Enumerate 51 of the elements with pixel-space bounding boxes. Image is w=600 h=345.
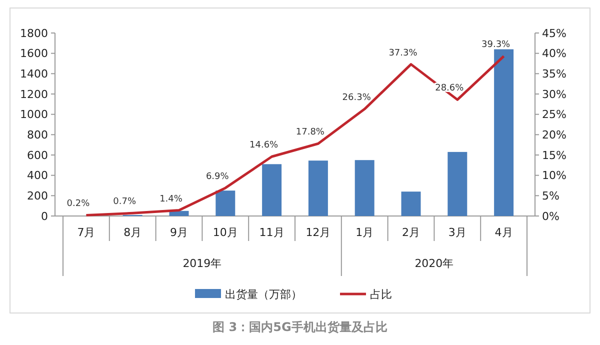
y2-tick-label: 30% (542, 88, 566, 101)
y-tick-label: 0 (41, 210, 48, 223)
text: 2019年 (182, 257, 222, 270)
y-tick-label: 1200 (20, 88, 48, 101)
y2-tick-label: 15% (542, 148, 566, 162)
bar (354, 160, 374, 216)
caption: 图 3：国内5G手机出货量及占比 (212, 320, 388, 334)
legend-label: 占比 (370, 288, 392, 301)
data-label: 0.2% (66, 199, 90, 210)
y-tick-label: 1800 (20, 26, 48, 40)
bar (448, 152, 468, 216)
y-tick-label: 800 (27, 128, 48, 142)
x-tick-label: 12月 (306, 226, 331, 239)
text: 2020年 (414, 257, 454, 270)
x-tick-label: 11月 (259, 226, 284, 239)
x-tick-label: 10月 (212, 226, 238, 239)
x-tick-label: 4月 (494, 226, 513, 239)
x-tick-label: 2月 (402, 226, 420, 239)
bar (401, 192, 421, 216)
x-tick-label: 7月 (77, 226, 96, 239)
x-tick-label: 8月 (124, 226, 142, 239)
y2-tick-label: 20% (542, 128, 566, 142)
y2-tick-label: 25% (542, 108, 566, 122)
x-tick-label: 1月 (356, 226, 374, 239)
x-tick-label: 9月 (170, 226, 188, 239)
y-tick-label: 1400 (20, 68, 48, 81)
y-tick-label: 600 (27, 148, 48, 162)
y-tick-label: 200 (27, 190, 48, 203)
data-label: 0.7% (113, 197, 136, 208)
y2-tick-label: 35% (542, 68, 566, 81)
data-label: 6.9% (206, 172, 230, 182)
y2-tick-label: 5% (542, 190, 560, 203)
y2-tick-label: 0% (542, 210, 560, 223)
bar (216, 190, 236, 216)
y-tick-label: 1600 (20, 47, 48, 60)
y2-tick-label: 40% (542, 47, 566, 60)
data-label: 1.4% (160, 194, 183, 204)
legend-label: 出货量（万部） (225, 288, 302, 301)
bar (494, 49, 514, 216)
y-tick-label: 400 (27, 169, 48, 182)
data-label: 26.3% (342, 93, 372, 104)
bar (308, 160, 328, 216)
y-tick-label: 1000 (20, 108, 48, 122)
y2-tick-label: 10% (542, 169, 566, 182)
data-label: 14.6% (250, 140, 279, 151)
x-tick-label: 3月 (448, 226, 466, 239)
bar (262, 164, 282, 216)
data-label: 17.8% (296, 128, 325, 138)
y2-tick-label: 45% (542, 26, 566, 40)
data-label: 37.3% (388, 48, 418, 58)
data-label: 39.3% (482, 40, 511, 50)
